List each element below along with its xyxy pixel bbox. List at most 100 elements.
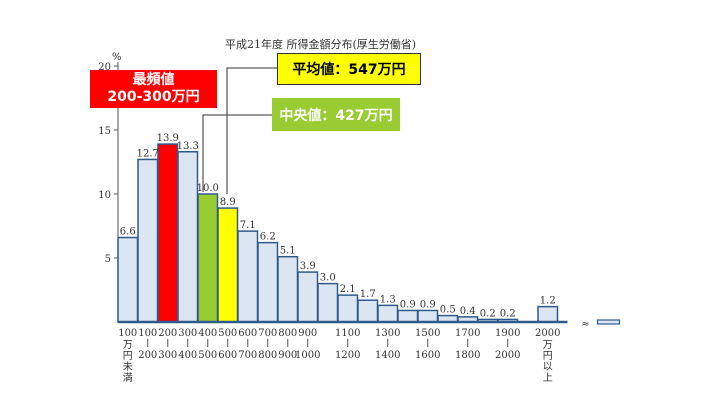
value-label: 3.9: [300, 261, 316, 272]
bar-100万円未満: [117, 236, 139, 323]
x-tick-group: 1300 1400: [375, 328, 400, 361]
value-label: 0.9: [420, 299, 436, 310]
x-tick-label-bottom: 600: [218, 350, 237, 361]
bar-800-900: [277, 255, 299, 323]
x-tick-label-top: 1500: [415, 328, 440, 339]
bar-200-300: [157, 143, 179, 323]
x-tick-label-bottom: 2000: [495, 350, 520, 361]
x-tick-group: 1500 1600: [415, 328, 440, 361]
x-tick-group: 200 300: [158, 328, 177, 361]
x-tick-label-char: 上: [543, 372, 553, 384]
x-axis: ≈100万円未満10020020030030040040050050060060…: [118, 319, 621, 384]
x-tick-label-top: 1900: [495, 328, 520, 339]
x-tick-label-bottom: 700: [238, 350, 257, 361]
y-axis-unit: %: [112, 52, 122, 63]
value-label: 13.3: [177, 141, 199, 152]
x-tick-group: 500 600: [218, 328, 237, 361]
median-leader-line: [202, 114, 272, 192]
bar-700-800: [257, 241, 279, 323]
bar-1100-1200: [337, 294, 359, 323]
x-tick-group: 600 700: [238, 328, 257, 361]
mode-callout-label: 最頻値: [132, 72, 175, 88]
x-tick-group: 1100 1200: [335, 328, 360, 361]
x-tick-label-char: 万: [543, 340, 553, 351]
x-tick-label-top: 600: [238, 328, 257, 339]
x-tick-label-bottom: 1000: [295, 350, 320, 361]
x-tick-label-top: 400: [198, 328, 217, 339]
x-tick-label-bottom: 800: [258, 350, 277, 361]
mode-callout: 最頻値 200-300万円: [90, 70, 217, 108]
y-tick-label: 20: [98, 62, 111, 73]
value-label: 6.2: [260, 232, 276, 243]
value-label: 10.0: [197, 183, 219, 194]
value-label: 0.9: [400, 299, 416, 310]
x-tick-label-top: 2000: [535, 328, 560, 339]
axis-break-symbol: ≈: [581, 319, 589, 330]
mode-callout-range: 200-300万円: [107, 89, 200, 105]
x-tick-label-top: 700: [258, 328, 277, 339]
value-label: 6.6: [120, 227, 136, 238]
bar-1500-1600: [417, 309, 439, 323]
x-tick-label-top: 1700: [455, 328, 480, 339]
x-tick-label-top: 500: [218, 328, 237, 339]
axis-continuation: [596, 319, 621, 325]
mean-leader-line: [226, 67, 279, 195]
x-tick-group: 400 500: [198, 328, 217, 361]
bar-500-600: [217, 207, 239, 323]
value-label: 0.4: [460, 306, 476, 317]
x-tick-label-bottom: 200: [138, 350, 157, 361]
value-label: 0.5: [440, 305, 456, 316]
x-tick-group: 100 200: [138, 328, 157, 361]
median-callout: 中央値：427万円: [272, 98, 400, 131]
value-label: 1.2: [540, 296, 556, 307]
x-tick-label-bottom: 300: [158, 350, 177, 361]
value-label: 2.1: [340, 284, 356, 295]
x-tick-label-char: 円: [543, 351, 553, 362]
x-tick-label-char: 万: [123, 340, 133, 351]
x-tick-label-top: 100: [138, 328, 157, 339]
x-tick-label-top: 1100: [335, 328, 360, 339]
bar-400-500: [197, 193, 219, 323]
x-tick-label-char: 円: [123, 351, 133, 362]
x-tick-label-bottom: 1800: [455, 350, 480, 361]
bars: [117, 143, 559, 323]
x-tick-group: 800 900: [278, 328, 297, 361]
x-tick-label-top: 300: [178, 328, 197, 339]
bar-900-1000: [297, 271, 319, 323]
bar-1000-1100: [317, 282, 339, 323]
x-tick-label-bottom: 1200: [335, 350, 360, 361]
x-tick-label-top: 200: [158, 328, 177, 339]
bar-600-700: [237, 230, 259, 323]
x-tick-group: 1700 1800: [455, 328, 480, 361]
x-tick-label-bottom: 1600: [415, 350, 440, 361]
median-callout-text: 中央値：427万円: [279, 107, 393, 124]
x-tick-group: 300 400: [178, 328, 197, 361]
value-label: 3.0: [320, 273, 336, 284]
value-label: 0.2: [480, 308, 496, 319]
value-label: 5.1: [280, 246, 296, 257]
x-tick-label-top: 100: [118, 328, 137, 339]
chart-title: 平成21年度 所得金額分布(厚生労働省): [225, 37, 416, 51]
x-tick-label-char: 満: [123, 372, 133, 384]
x-tick-group: 700 800: [258, 328, 277, 361]
bar-2000万円以上: [537, 305, 559, 323]
value-label: 1.7: [360, 289, 376, 300]
x-tick-label-top: 800: [278, 328, 297, 339]
value-label: 1.3: [380, 294, 396, 305]
x-tick-label-bottom: 400: [178, 350, 197, 361]
x-tick-label-char: 未: [123, 361, 133, 373]
x-tick-group: 900 1000: [295, 328, 320, 361]
bar-1400-1500: [397, 309, 419, 323]
bar-1300-1400: [377, 304, 399, 323]
value-label: 8.9: [220, 197, 236, 208]
bar-1200-1300: [357, 299, 379, 323]
y-tick-label: 5: [105, 254, 111, 265]
x-tick-label-char: 以: [543, 362, 553, 373]
bar-100-200: [137, 158, 159, 323]
value-label: 7.1: [240, 220, 256, 231]
value-labels: 6.6 12.7 13.913.3 10.08.9 7.1 6.2 5.1 3.9 3.0 2.1…: [120, 133, 556, 319]
callout-leader-lines: [202, 67, 279, 195]
x-tick-label-top: 900: [298, 328, 317, 339]
